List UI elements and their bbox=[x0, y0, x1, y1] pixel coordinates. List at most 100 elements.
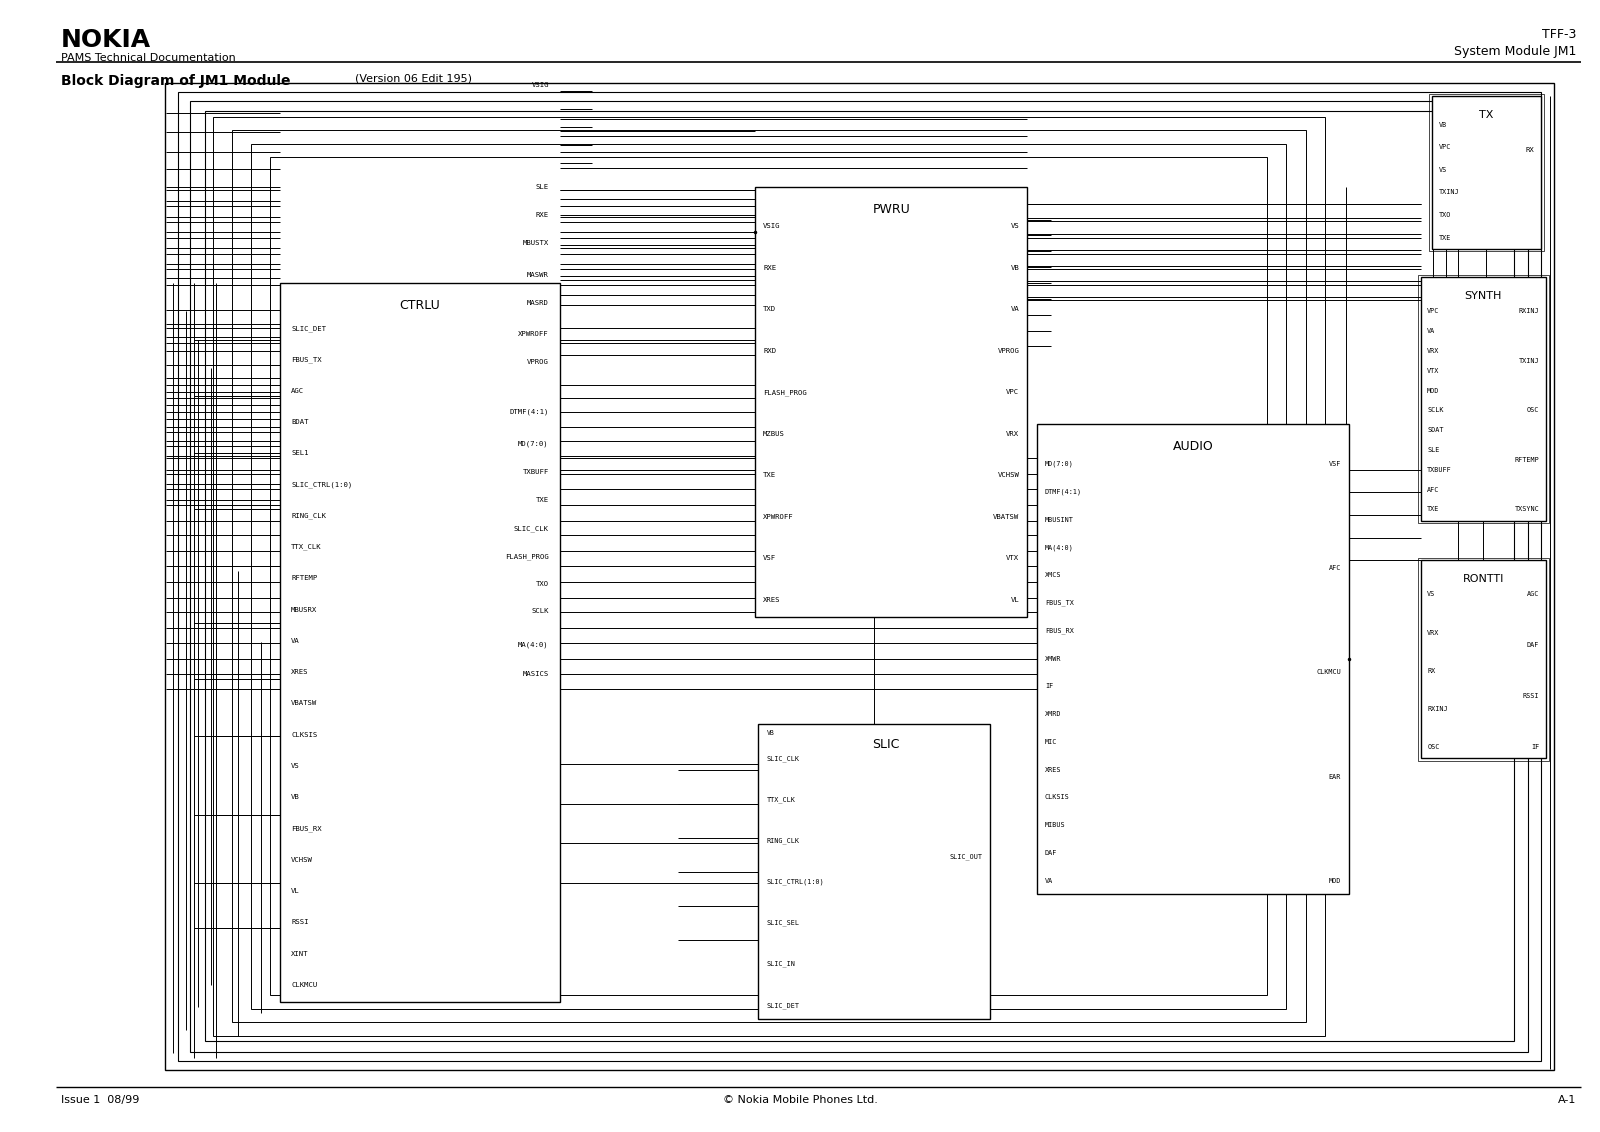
Text: VA: VA bbox=[291, 638, 299, 644]
Text: TXSYNC: TXSYNC bbox=[1515, 506, 1539, 513]
Text: RXINJ: RXINJ bbox=[1427, 706, 1448, 712]
Text: CLKMCU: CLKMCU bbox=[1317, 669, 1341, 676]
Text: AFC: AFC bbox=[1328, 565, 1341, 572]
Text: IF: IF bbox=[1045, 684, 1053, 689]
Text: MA(4:0): MA(4:0) bbox=[518, 642, 549, 649]
Text: CLKSIS: CLKSIS bbox=[1045, 795, 1069, 800]
Text: TXO: TXO bbox=[1438, 212, 1451, 218]
Text: TXE: TXE bbox=[1427, 506, 1440, 513]
Text: VB: VB bbox=[1438, 121, 1446, 128]
Text: VCHSW: VCHSW bbox=[997, 472, 1019, 479]
Text: VRX: VRX bbox=[1006, 431, 1019, 437]
Text: MD(7:0): MD(7:0) bbox=[1045, 461, 1074, 468]
Text: TTX_CLK: TTX_CLK bbox=[291, 543, 322, 550]
Text: AUDIO: AUDIO bbox=[1173, 440, 1213, 453]
Text: RFTEMP: RFTEMP bbox=[1515, 457, 1539, 463]
Text: PWRU: PWRU bbox=[872, 203, 910, 215]
Text: MOD: MOD bbox=[1427, 387, 1440, 394]
Text: XRES: XRES bbox=[763, 597, 781, 603]
Text: VL: VL bbox=[1011, 597, 1019, 603]
Text: PAMS Technical Documentation: PAMS Technical Documentation bbox=[61, 53, 235, 63]
Text: VS: VS bbox=[1438, 166, 1446, 173]
Text: TFF-3: TFF-3 bbox=[1542, 28, 1576, 41]
Text: SLIC_SEL: SLIC_SEL bbox=[766, 919, 800, 926]
Text: RONTTI: RONTTI bbox=[1462, 574, 1504, 584]
Text: VA: VA bbox=[1427, 328, 1435, 334]
Text: TXE: TXE bbox=[536, 497, 549, 504]
Text: SLE: SLE bbox=[1427, 447, 1440, 453]
Text: VS: VS bbox=[1427, 591, 1435, 598]
Text: VA: VA bbox=[1045, 877, 1053, 884]
Text: VB: VB bbox=[291, 795, 299, 800]
Text: VCHSW: VCHSW bbox=[291, 857, 314, 863]
Text: XMRD: XMRD bbox=[1045, 711, 1061, 717]
Text: XINT: XINT bbox=[291, 951, 309, 957]
Text: VPROG: VPROG bbox=[526, 359, 549, 366]
Text: TXINJ: TXINJ bbox=[1518, 358, 1539, 363]
Text: SLE: SLE bbox=[536, 183, 549, 190]
Text: MASRD: MASRD bbox=[526, 300, 549, 307]
Bar bbox=[1421, 277, 1546, 521]
Text: VRX: VRX bbox=[1427, 629, 1440, 635]
Text: VTX: VTX bbox=[1427, 368, 1440, 374]
Text: TXE: TXE bbox=[1438, 234, 1451, 241]
Text: OSC: OSC bbox=[1427, 744, 1440, 751]
Text: XRES: XRES bbox=[1045, 766, 1061, 773]
Text: RXE: RXE bbox=[763, 265, 776, 271]
Text: VSIG: VSIG bbox=[531, 82, 549, 88]
Text: VPC: VPC bbox=[1427, 308, 1440, 315]
Text: VTX: VTX bbox=[1006, 556, 1019, 561]
Text: RXD: RXD bbox=[763, 348, 776, 354]
Bar bbox=[178, 92, 1541, 1061]
Text: VSF: VSF bbox=[763, 556, 776, 561]
Text: XMWR: XMWR bbox=[1045, 655, 1061, 661]
Text: VPC: VPC bbox=[1006, 389, 1019, 395]
Text: AGC: AGC bbox=[1526, 591, 1539, 598]
Bar bbox=[232, 130, 1306, 1022]
Text: MBUSINT: MBUSINT bbox=[1045, 516, 1074, 523]
Bar bbox=[165, 83, 1554, 1070]
Bar bbox=[755, 187, 1027, 617]
Text: TXD: TXD bbox=[763, 307, 776, 312]
Text: MIBUS: MIBUS bbox=[1045, 822, 1066, 829]
Text: VSF: VSF bbox=[1328, 461, 1341, 468]
Text: TXINJ: TXINJ bbox=[1438, 189, 1459, 196]
Text: FLASH_PROG: FLASH_PROG bbox=[763, 389, 806, 396]
Bar bbox=[251, 144, 1286, 1009]
Text: CTRLU: CTRLU bbox=[400, 299, 440, 311]
Text: SLIC_DET: SLIC_DET bbox=[291, 325, 326, 332]
Text: FBUS_TX: FBUS_TX bbox=[1045, 600, 1074, 607]
Text: RX: RX bbox=[1427, 668, 1435, 674]
Text: RXINJ: RXINJ bbox=[1518, 308, 1539, 315]
Text: SYNTH: SYNTH bbox=[1464, 291, 1502, 301]
Text: FBUS_RX: FBUS_RX bbox=[1045, 627, 1074, 634]
Text: VPC: VPC bbox=[1438, 144, 1451, 151]
Bar bbox=[1432, 96, 1541, 249]
Text: SLIC_CLK: SLIC_CLK bbox=[514, 525, 549, 532]
Text: System Module JM1: System Module JM1 bbox=[1454, 45, 1576, 58]
Text: RSSI: RSSI bbox=[1523, 693, 1539, 700]
Text: MBUSTX: MBUSTX bbox=[523, 240, 549, 247]
Text: SEL1: SEL1 bbox=[291, 451, 309, 456]
Text: VRX: VRX bbox=[1427, 348, 1440, 354]
Text: VPROG: VPROG bbox=[997, 348, 1019, 354]
Bar bbox=[190, 101, 1528, 1052]
Text: (Version 06 Edit 195): (Version 06 Edit 195) bbox=[355, 74, 472, 84]
Text: OSC: OSC bbox=[1526, 408, 1539, 413]
Text: SLIC_CTRL(1:0): SLIC_CTRL(1:0) bbox=[766, 878, 824, 885]
Text: MZBUS: MZBUS bbox=[763, 431, 786, 437]
Text: AFC: AFC bbox=[1427, 487, 1440, 492]
Text: TXBUFF: TXBUFF bbox=[523, 469, 549, 475]
Text: SDAT: SDAT bbox=[1427, 427, 1443, 434]
Text: XPWROFF: XPWROFF bbox=[763, 514, 794, 520]
Text: RING_CLK: RING_CLK bbox=[291, 513, 326, 520]
Text: RXE: RXE bbox=[536, 212, 549, 218]
Text: NOKIA: NOKIA bbox=[61, 28, 150, 52]
Bar bbox=[205, 111, 1514, 1041]
Bar bbox=[1418, 558, 1549, 761]
Text: EAR: EAR bbox=[1328, 773, 1341, 780]
Text: MASWR: MASWR bbox=[526, 272, 549, 278]
Text: VB: VB bbox=[1011, 265, 1019, 271]
Text: RING_CLK: RING_CLK bbox=[766, 838, 800, 844]
Text: Issue 1  08/99: Issue 1 08/99 bbox=[61, 1095, 139, 1105]
